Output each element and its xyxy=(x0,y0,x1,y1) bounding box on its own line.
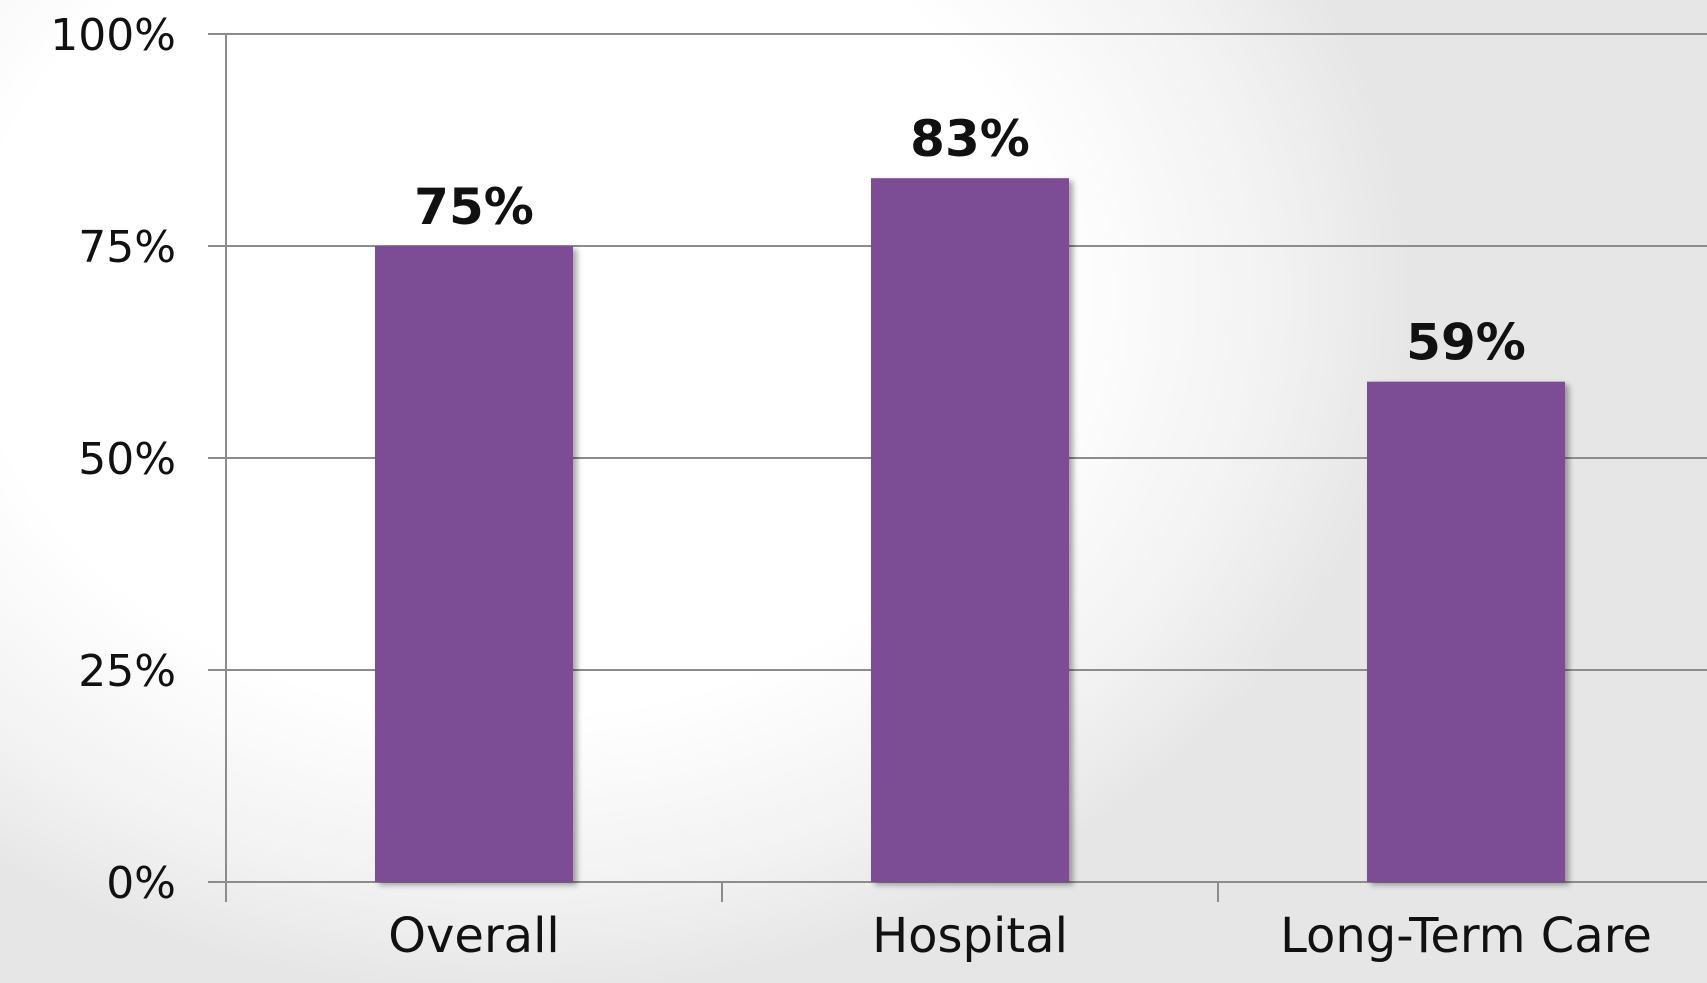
data-label: 59% xyxy=(1406,314,1526,372)
y-tick-label: 100% xyxy=(50,10,176,61)
x-category-label: Hospital xyxy=(872,908,1068,964)
bar-hospital xyxy=(871,178,1069,882)
y-tick-label: 0% xyxy=(106,858,176,909)
y-tick-label: 50% xyxy=(78,434,176,485)
labels: 0% 25% 50% 75% 100% 75% Overall 83% Hospital 59% L… xyxy=(50,10,1652,964)
y-tick-label: 75% xyxy=(78,222,176,273)
bars xyxy=(375,178,1565,882)
bar-overall xyxy=(375,246,573,882)
x-category-label: Long-Term Care xyxy=(1280,908,1652,964)
data-label: 83% xyxy=(910,110,1030,168)
data-label: 75% xyxy=(414,178,534,236)
x-category-label: Overall xyxy=(388,908,560,964)
bar-long-term-care xyxy=(1367,381,1565,882)
y-tick-label: 25% xyxy=(78,646,176,697)
